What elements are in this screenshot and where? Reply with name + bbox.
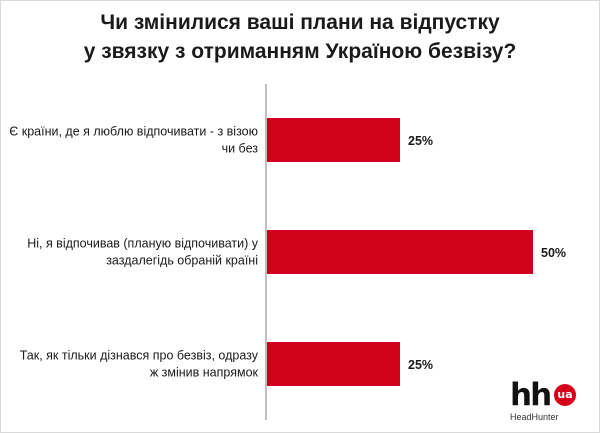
category-label-3-line-2: ж змінив напрямок (150, 366, 259, 380)
chart-title: Чи змінилися ваші плани на відпустку у з… (0, 8, 600, 66)
category-label-2-line-1: Ні, я відпочивав (планую відпочивати) у (27, 237, 259, 251)
logo-hh-text: hh (510, 377, 552, 413)
category-label-3-line-1: Так, як тільки дізнався про безвіз, одра… (20, 349, 259, 363)
value-label-2: 50% (541, 246, 566, 260)
value-label-3: 25% (408, 358, 433, 372)
bar-1 (267, 118, 400, 162)
logo-ua-badge: ua (554, 384, 576, 406)
bar-3 (267, 342, 400, 386)
category-label-1-line-1: Є країни, де я люблю відпочивати - з віз… (9, 125, 258, 139)
chart-title-line-1: Чи змінилися ваші плани на відпустку (100, 11, 500, 34)
category-label-2-line-2: заздалегідь обраній країні (106, 254, 258, 268)
category-label-1-line-2: чи без (222, 142, 259, 156)
logo-subtitle: HeadHunter (510, 412, 559, 422)
bar-2 (267, 230, 533, 274)
value-label-1: 25% (408, 134, 433, 148)
headhunter-logo: hh ua HeadHunter (510, 378, 590, 426)
chart-title-line-2: у звязку з отриманням Україною безвізу? (83, 40, 517, 63)
